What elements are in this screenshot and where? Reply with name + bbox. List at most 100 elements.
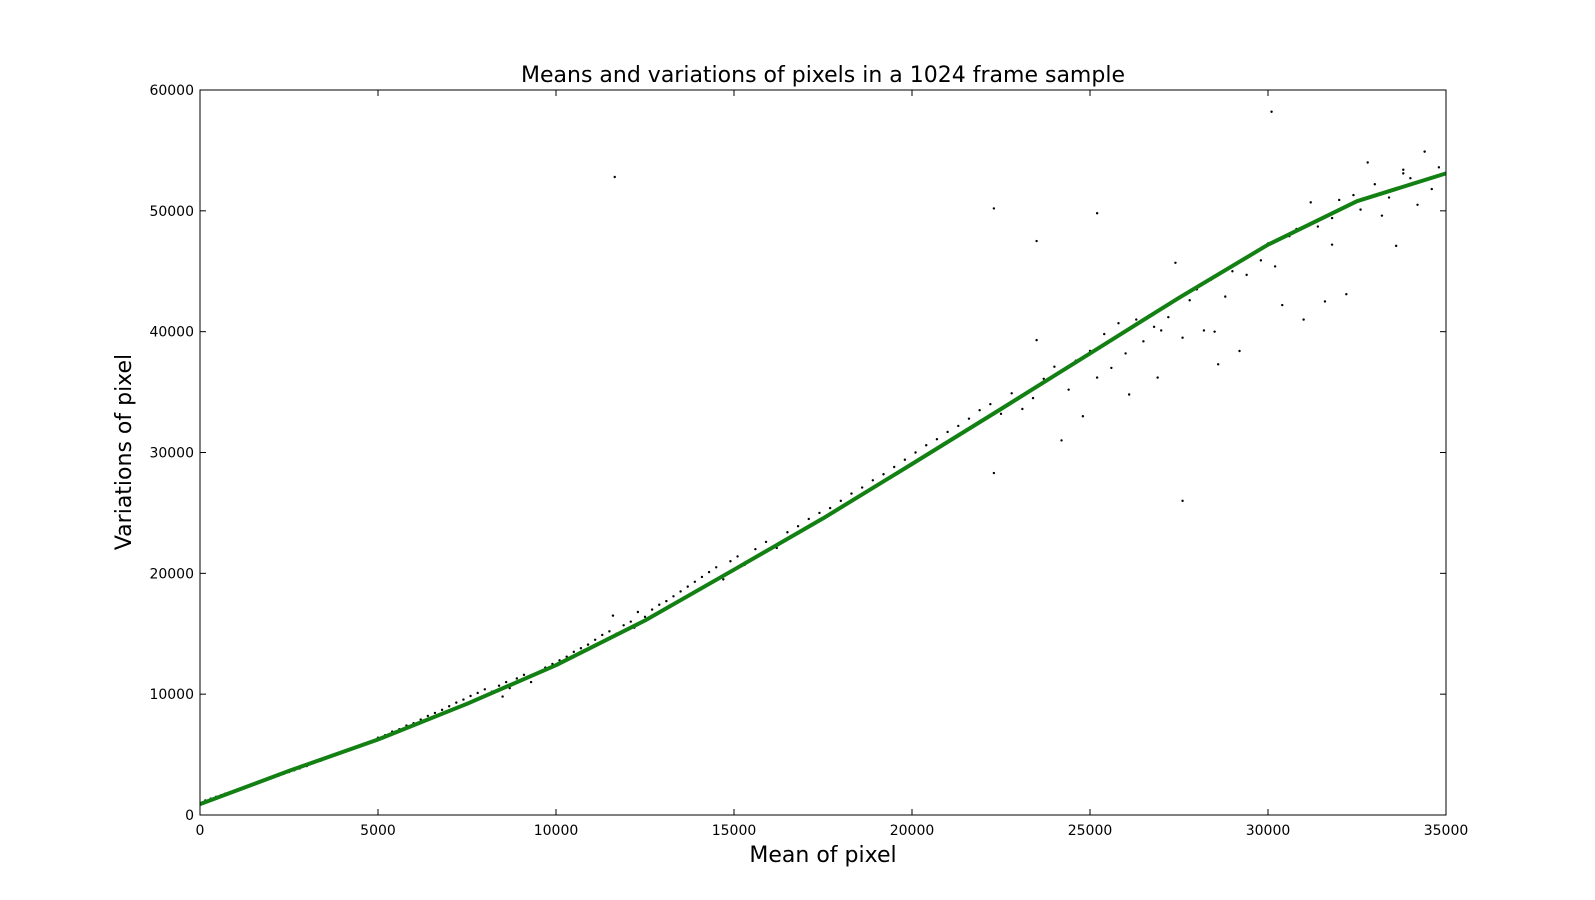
data-point	[1152, 325, 1156, 329]
data-point	[1359, 208, 1362, 211]
data-point	[455, 701, 458, 704]
data-point	[1117, 322, 1120, 325]
data-point	[1394, 244, 1398, 248]
data-point	[1181, 499, 1184, 503]
data-point	[1416, 203, 1419, 206]
data-point	[1142, 340, 1145, 343]
data-point	[1330, 243, 1334, 246]
data-point	[504, 680, 508, 684]
data-point	[579, 647, 583, 650]
data-point	[572, 650, 575, 654]
data-point	[1035, 338, 1038, 342]
data-point	[586, 643, 590, 646]
data-point	[1323, 300, 1327, 303]
data-point	[1067, 388, 1070, 391]
data-point	[1402, 172, 1405, 175]
data-point	[1135, 318, 1138, 321]
data-point	[611, 614, 615, 617]
data-point	[1309, 201, 1312, 204]
data-point	[1156, 376, 1159, 379]
data-point	[786, 531, 789, 534]
data-point	[1245, 273, 1248, 277]
x-tick-label: 20000	[890, 823, 935, 839]
x-tick-label: 15000	[712, 823, 757, 839]
x-tick-label: 25000	[1068, 823, 1113, 839]
data-point	[1366, 161, 1369, 164]
data-point	[1031, 396, 1035, 400]
data-point	[1338, 198, 1341, 202]
y-tick-label: 0	[185, 808, 194, 824]
y-tick-label: 50000	[149, 204, 194, 220]
data-point	[1273, 265, 1277, 268]
data-point	[665, 599, 668, 603]
data-point	[989, 402, 992, 406]
data-point	[593, 638, 597, 641]
data-point	[957, 424, 960, 428]
data-point	[1160, 329, 1163, 332]
data-point	[903, 458, 907, 461]
data-point	[1409, 177, 1412, 180]
data-point	[828, 506, 832, 510]
data-point	[999, 412, 1003, 416]
data-point	[483, 688, 486, 691]
data-point	[1216, 363, 1220, 366]
data-point	[871, 479, 875, 482]
data-point	[700, 575, 704, 579]
data-point	[882, 473, 885, 476]
data-point	[914, 451, 917, 454]
data-point	[636, 610, 640, 614]
x-tick-label: 35000	[1424, 823, 1469, 839]
data-point	[501, 695, 504, 698]
data-point	[1021, 407, 1024, 411]
x-tick-label: 0	[196, 823, 205, 839]
data-point	[1167, 315, 1170, 319]
data-point	[818, 511, 821, 515]
y-tick-label: 20000	[149, 566, 194, 582]
data-point	[1430, 187, 1433, 191]
data-point	[601, 633, 604, 637]
fit-line-layer	[199, 171, 1447, 806]
data-point	[1124, 352, 1127, 355]
chart-title: Means and variations of pixels in a 1024…	[521, 63, 1125, 88]
x-axis-label: Mean of pixel	[749, 843, 896, 868]
data-point	[839, 499, 842, 503]
data-point	[1174, 261, 1177, 264]
data-point	[967, 417, 971, 420]
data-point	[679, 590, 682, 593]
data-point	[462, 698, 465, 701]
data-point	[736, 555, 739, 558]
x-tick-label: 10000	[534, 823, 579, 839]
data-point	[722, 578, 725, 581]
data-point	[1231, 270, 1234, 273]
data-point	[935, 438, 939, 441]
data-point	[1423, 150, 1426, 153]
y-axis-label: Variations of pixel	[112, 354, 137, 550]
data-point	[850, 492, 853, 495]
data-point	[658, 603, 661, 606]
data-point	[433, 711, 437, 715]
data-point	[1010, 392, 1013, 395]
data-point	[629, 620, 632, 623]
data-point	[426, 714, 430, 718]
data-point	[1270, 110, 1273, 113]
data-point	[1053, 365, 1056, 368]
data-point	[707, 570, 711, 574]
data-point	[672, 595, 675, 598]
y-tick-label: 10000	[149, 687, 194, 703]
data-point	[1380, 214, 1384, 217]
data-point	[1402, 168, 1405, 171]
data-point	[1224, 295, 1227, 298]
data-point	[622, 624, 625, 627]
data-point	[978, 409, 981, 412]
data-point	[807, 517, 810, 521]
data-point	[1060, 439, 1063, 442]
data-point	[1238, 349, 1241, 353]
data-point	[1281, 303, 1284, 307]
data-point	[1373, 183, 1377, 186]
data-point	[1181, 336, 1184, 339]
data-point	[946, 430, 949, 434]
data-point	[650, 608, 654, 611]
data-point	[693, 580, 697, 583]
data-point	[992, 471, 996, 475]
data-point	[754, 547, 757, 551]
